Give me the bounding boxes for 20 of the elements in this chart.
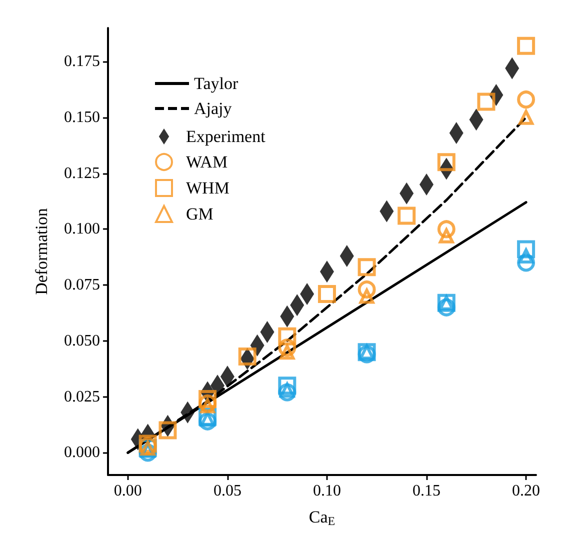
x-tick-label: 0.20 bbox=[512, 482, 540, 500]
y-tick-label: 0.000 bbox=[64, 444, 100, 462]
y-tick-label: 0.175 bbox=[64, 53, 100, 70]
y-tick-label: 0.150 bbox=[64, 108, 100, 126]
y-tick-label: 0.100 bbox=[64, 220, 100, 238]
y-axis-title: Deformation bbox=[32, 208, 51, 295]
legend-label: Experiment bbox=[186, 127, 266, 146]
legend-label: Taylor bbox=[194, 74, 238, 93]
x-tick-label: 0.10 bbox=[312, 482, 341, 500]
y-tick-label: 0.025 bbox=[64, 388, 100, 406]
legend-label: WAM bbox=[186, 152, 228, 172]
y-tick-label: 0.125 bbox=[64, 164, 100, 182]
y-tick-label: 0.075 bbox=[64, 276, 100, 294]
x-tick-label: 0.15 bbox=[412, 482, 441, 500]
y-tick-label: 0.050 bbox=[64, 332, 100, 350]
legend-label: WHM bbox=[186, 178, 230, 198]
x-tick-label: 0.05 bbox=[213, 482, 242, 500]
legend-label: Ajajy bbox=[194, 99, 232, 118]
x-tick-label: 0.00 bbox=[114, 482, 142, 500]
legend-label: GM bbox=[186, 204, 214, 224]
